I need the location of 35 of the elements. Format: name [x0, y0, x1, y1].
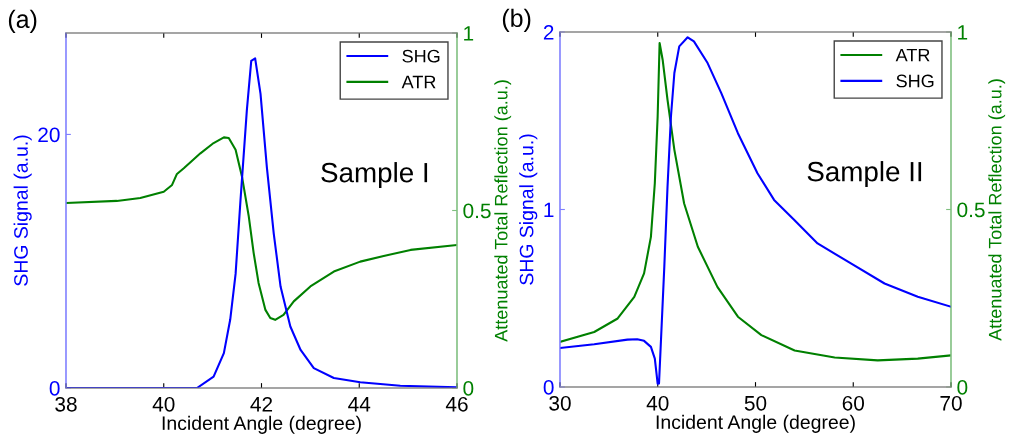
x-tick-label: 70	[940, 395, 962, 411]
x-tick-label: 60	[842, 395, 865, 411]
y-tick-label: 0	[543, 380, 554, 395]
x-tick-label: 44	[348, 397, 371, 412]
legend-label: SHG	[896, 74, 934, 88]
x-tick-label: 40	[646, 395, 669, 411]
y2-tick-label: 1	[464, 26, 474, 41]
x-tick-label: 42	[250, 396, 273, 412]
y-axis-title: SHG Signal (a.u.)	[13, 135, 32, 286]
x-tick-label: 30	[549, 395, 571, 411]
x-tick-label: 38	[55, 396, 77, 412]
annotation: Sample II	[807, 161, 922, 187]
x-tick-label: 50	[744, 395, 767, 411]
y2-tick-label: 0.5	[957, 202, 985, 218]
chart-title: (a)	[8, 9, 37, 33]
x-axis-title: Incident Angle (degree)	[162, 415, 361, 434]
x-axis-title: Incident Angle (degree)	[656, 414, 855, 433]
x-tick-label: 40	[152, 396, 175, 412]
x-tick-label: 46	[445, 396, 468, 412]
y-tick-label: 1	[544, 202, 554, 218]
y2-tick-label: 1	[958, 25, 968, 40]
legend-label: ATR	[401, 75, 436, 89]
chart-title: (b)	[502, 8, 531, 32]
y2-axis-title: Attenuated Total Reflection (a.u.)	[494, 80, 512, 342]
y2-tick-label: 0.5	[463, 203, 491, 219]
y-axis-title: SHG Signal (a.u.)	[519, 134, 538, 285]
y2-tick-label: 0	[463, 381, 474, 396]
y-tick-label: 2	[543, 25, 554, 40]
legend-label: SHG	[402, 49, 440, 63]
y-tick-label: 20	[38, 127, 60, 143]
annotation: Sample I	[321, 162, 428, 188]
legend-label: ATR	[895, 48, 930, 62]
y2-tick-label: 0	[957, 380, 968, 395]
y2-axis-title: Attenuated Total Reflection (a.u.)	[988, 79, 1006, 341]
line-series	[66, 136, 457, 321]
